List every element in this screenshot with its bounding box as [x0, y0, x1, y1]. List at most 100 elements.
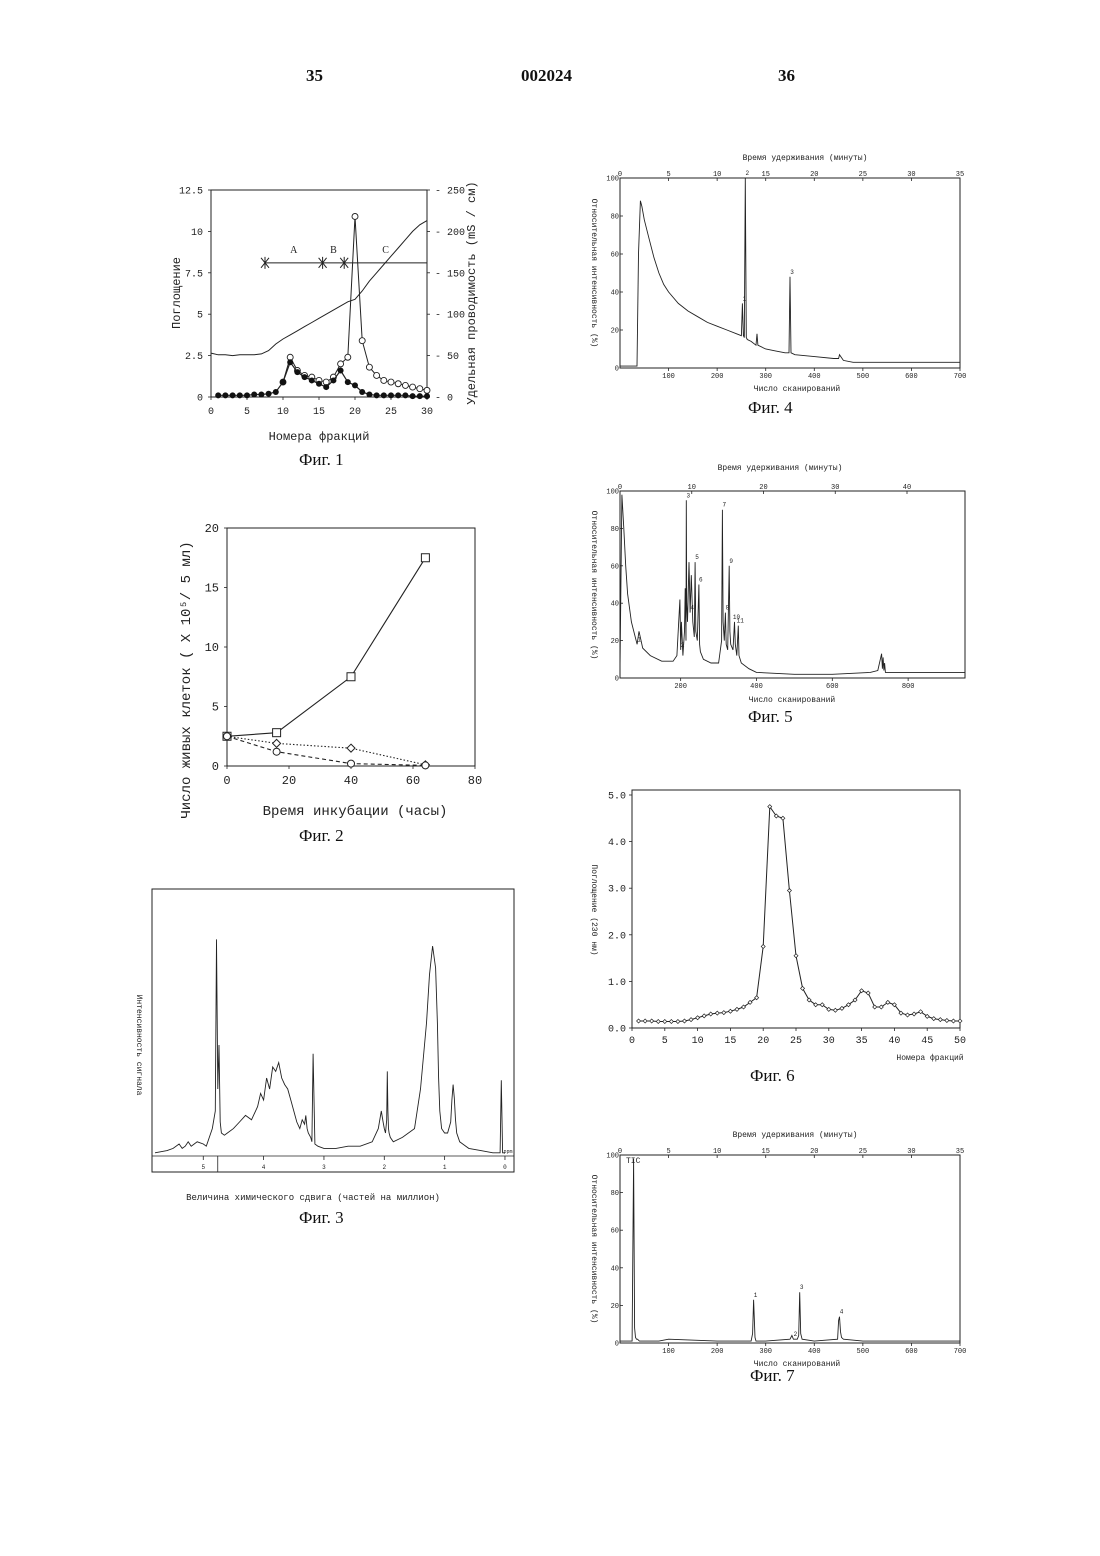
- data-point: [669, 1019, 673, 1023]
- top-tick-label: 35: [956, 171, 964, 179]
- fig3-unit: ppm: [503, 1149, 512, 1155]
- filled-circle-point: [287, 359, 293, 365]
- fig4-xlabel: Число сканирований: [754, 385, 841, 394]
- filled-circle-point: [374, 392, 380, 398]
- peak-label-3: 3: [687, 492, 691, 499]
- x-tick-label: 100: [662, 373, 675, 381]
- y-tick-label: 2.5: [185, 352, 203, 363]
- range-label-a: A: [290, 245, 298, 256]
- y-tick-label: 60: [611, 252, 619, 260]
- top-tick-label: 40: [903, 484, 911, 492]
- open-circle-point: [410, 384, 416, 390]
- top-tick-label: 35: [956, 1148, 964, 1156]
- peak-label-3: 3: [800, 1284, 804, 1291]
- data-point: [912, 1012, 916, 1016]
- filled-circle-point: [258, 392, 264, 398]
- y-tick-label: 0: [212, 760, 219, 774]
- x-tick-label: 400: [808, 1348, 821, 1356]
- top-tick-label: 20: [759, 484, 767, 492]
- x-tick-label: 25: [790, 1036, 802, 1047]
- x-tick-label: 300: [759, 1348, 772, 1356]
- top-tick-label: 20: [810, 1148, 818, 1156]
- top-tick-label: 0: [618, 171, 622, 179]
- open-circle-point: [424, 387, 430, 393]
- y-tick-label: 0: [615, 1341, 619, 1349]
- x-tick-label: 200: [711, 373, 724, 381]
- fig1-ylabel-right: Удельная проводимость (mS / см): [465, 181, 479, 404]
- fig6-xlabel: Номера фракций: [896, 1054, 963, 1063]
- fig3-caption: Фиг. 3: [299, 1208, 344, 1228]
- x-tick-label: 0: [223, 774, 230, 788]
- circle-point: [273, 748, 280, 755]
- y-tick-label: 0.0: [608, 1025, 626, 1036]
- data-point: [702, 1014, 706, 1018]
- top-tick-label: 10: [713, 1148, 721, 1156]
- data-point: [715, 1011, 719, 1015]
- filled-circle-point: [388, 392, 394, 398]
- data-point: [650, 1019, 654, 1023]
- filled-circle-point: [237, 392, 243, 398]
- y-tick-label: 7.5: [185, 269, 203, 280]
- top-tick-label: 25: [859, 1148, 867, 1156]
- x-tick-label: 700: [954, 1348, 967, 1356]
- peak-label-1: 1: [754, 1292, 758, 1299]
- peak-label-4: 4: [840, 1309, 844, 1316]
- x-tick-label: 45: [921, 1036, 933, 1047]
- data-point: [833, 1008, 837, 1012]
- filled-circle-point: [345, 379, 351, 385]
- fig1-ylabel-left: Поглощение: [170, 257, 184, 329]
- open-circle-point: [402, 382, 408, 388]
- data-point: [794, 954, 798, 958]
- data-point: [938, 1018, 942, 1022]
- data-point: [722, 1011, 726, 1015]
- circle-point: [422, 762, 429, 769]
- peak-label-11: 11: [737, 618, 745, 625]
- x-tick-label: 35: [856, 1036, 868, 1047]
- peak-label-2: 2: [746, 170, 750, 177]
- square-point: [421, 554, 429, 562]
- y-tick-label: - 100: [435, 311, 465, 322]
- filled-circle-point: [215, 392, 221, 398]
- y-tick-label: - 250: [435, 187, 465, 198]
- x-tick-label: 5: [662, 1036, 668, 1047]
- peak-label-4: 4: [690, 605, 694, 612]
- series-line-diamond: [227, 736, 425, 765]
- data-point: [689, 1018, 693, 1022]
- filled-circle-point: [359, 389, 365, 395]
- x-tick-label: 3: [322, 1164, 326, 1171]
- x-tick-label: 50: [954, 1036, 966, 1047]
- x-tick-label: 0: [503, 1164, 507, 1171]
- fig4-caption: Фиг. 4: [748, 398, 793, 418]
- fig5-xlabel: Число сканирований: [749, 696, 836, 705]
- data-point: [728, 1009, 732, 1013]
- x-tick-label: 80: [468, 774, 482, 788]
- x-tick-label: 20: [349, 407, 361, 418]
- filled-circle-point: [417, 393, 423, 399]
- data-point: [656, 1019, 660, 1023]
- x-tick-label: 400: [750, 683, 763, 691]
- top-tick-label: 10: [688, 484, 696, 492]
- y-tick-label: 40: [611, 290, 619, 298]
- peak-label-1: 1: [743, 295, 747, 302]
- open-circle-point: [417, 386, 423, 392]
- range-label-c: C: [382, 245, 389, 256]
- y-tick-label: 10: [191, 228, 203, 239]
- top-tick-label: 20: [810, 171, 818, 179]
- x-tick-label: 600: [826, 683, 839, 691]
- fig1-xlabel: Номера фракций: [269, 430, 370, 444]
- fig7-caption: Фиг. 7: [750, 1366, 795, 1386]
- x-tick-label: 10: [692, 1036, 704, 1047]
- data-point: [643, 1019, 647, 1023]
- fig7-ylabel: Относительная интенсивность (%): [589, 1175, 598, 1324]
- data-point: [676, 1019, 680, 1023]
- y-tick-label: 3.0: [608, 885, 626, 896]
- data-point: [840, 1006, 844, 1010]
- nmr-spectrum-line: [155, 939, 505, 1152]
- filled-circle-point: [294, 369, 300, 375]
- top-tick-label: 5: [666, 171, 670, 179]
- x-tick-label: 400: [808, 373, 821, 381]
- x-tick-label: 600: [905, 1348, 918, 1356]
- y-tick-label: 5: [212, 701, 219, 715]
- x-tick-label: 0: [629, 1036, 635, 1047]
- open-circle-point: [395, 381, 401, 387]
